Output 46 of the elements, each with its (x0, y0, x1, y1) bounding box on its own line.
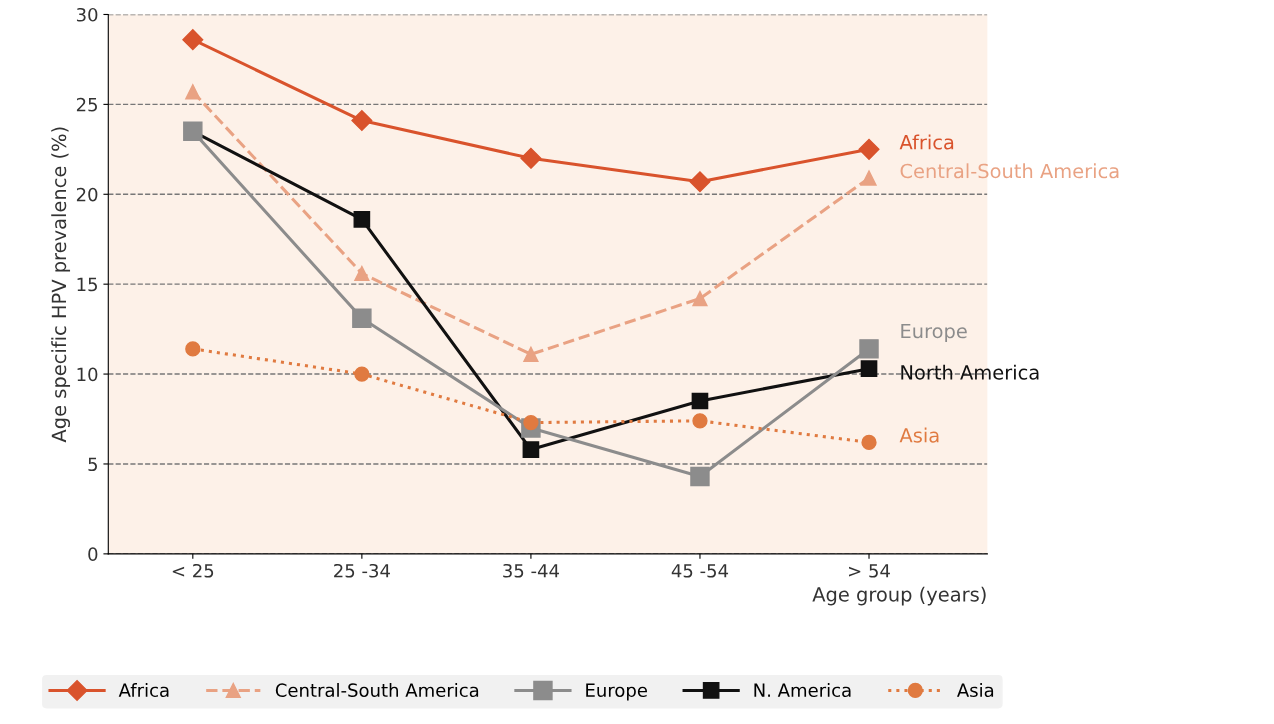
point (523, 414, 539, 431)
y-tick-label: 20 (76, 187, 98, 202)
point (861, 170, 877, 186)
point (691, 392, 709, 410)
point (689, 171, 711, 193)
x-tick-label: 25 -34 (334, 563, 390, 578)
x-tick-label: < 25 (172, 563, 214, 578)
x-tick-label: 35 -44 (503, 563, 560, 578)
y-tick-label: 30 (76, 7, 98, 22)
point (861, 434, 877, 451)
legend-label: Asia (957, 683, 994, 698)
point (185, 84, 201, 100)
annotation: North America (901, 364, 1039, 380)
point (520, 147, 542, 169)
point (354, 366, 370, 382)
annotation: Asia (899, 427, 939, 443)
x-tick-label: 45 -54 (671, 564, 729, 578)
point (354, 265, 370, 282)
y-tick-label: 15 (77, 277, 97, 292)
point (858, 138, 880, 160)
point (692, 413, 708, 429)
legend-label: Europe (586, 683, 647, 701)
point (353, 211, 371, 228)
point (859, 339, 879, 359)
annotation: Africa (899, 134, 954, 150)
point (690, 466, 710, 487)
legend-label: Africa (118, 683, 169, 698)
annotation: Europe (901, 323, 967, 343)
point (860, 360, 878, 378)
legend-label: Central-South America (275, 683, 479, 698)
point (692, 290, 708, 307)
x-axis-title: Age group (years) (812, 586, 986, 606)
point (185, 341, 201, 357)
point (352, 308, 372, 329)
y-tick-label: 5 (88, 457, 97, 472)
point (182, 29, 204, 51)
point (523, 346, 539, 362)
annotation: Central-South America (900, 163, 1119, 179)
legend-label: N. America (754, 683, 851, 698)
y-tick-label: 25 (76, 97, 97, 112)
y-axis-title: Age specific HPV prevalence (%) (51, 127, 71, 443)
point (351, 110, 373, 132)
y-tick-label: 0 (88, 547, 98, 561)
point (522, 441, 540, 458)
y-tick-label: 10 (77, 367, 98, 382)
x-tick-label: > 54 (849, 564, 890, 578)
